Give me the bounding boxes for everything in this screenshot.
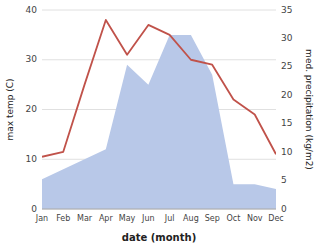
x-tick-label: Aug (183, 214, 199, 223)
y2-tick-label: 30 (281, 33, 293, 43)
temperature-line (42, 20, 276, 157)
y-tick-label: 40 (26, 5, 38, 15)
x-tick-label: Nov (247, 214, 263, 223)
plot-area (42, 20, 276, 209)
x-tick-label: Feb (56, 214, 70, 223)
y2-tick-label: 10 (281, 147, 293, 157)
y2-tick-label: 25 (281, 61, 292, 71)
y-tick-label: 30 (26, 54, 38, 64)
x-tick-label: Sep (205, 214, 220, 223)
x-axis-label: date (month) (122, 232, 196, 243)
grid-line (42, 10, 276, 11)
x-tick-label: Mar (77, 214, 93, 223)
chart: 0 10 20 30 40 0 5 10 15 20 25 30 35 Jan Feb Mar Apr May Ju… (0, 0, 318, 247)
x-tick-label: Jul (164, 214, 175, 223)
x-tick-label: May (119, 214, 136, 223)
y-axis-label: max temp (C) (5, 78, 15, 140)
x-tick-label: Jan (35, 214, 48, 223)
y2-tick-label: 0 (281, 204, 287, 214)
x-tick-label: Dec (268, 214, 283, 223)
y-tick-label: 0 (31, 204, 37, 214)
y2-tick-label: 5 (281, 175, 287, 185)
x-tick-label: Jun (141, 214, 155, 223)
grid (42, 10, 276, 209)
x-tick-label: Apr (99, 214, 114, 223)
precipitation-area (42, 35, 276, 209)
y2-tick-label: 35 (281, 5, 292, 15)
y2-tick-label: 15 (281, 118, 292, 128)
y-tick-label: 10 (26, 154, 38, 164)
y2-tick-label: 20 (281, 90, 293, 100)
x-axis-line (42, 209, 276, 210)
x-tick-label: Oct (227, 214, 241, 223)
y2-axis-label: med. precipitation (kg/m2) (304, 49, 314, 170)
y-tick-label: 20 (26, 104, 38, 114)
grid-line (42, 209, 276, 210)
